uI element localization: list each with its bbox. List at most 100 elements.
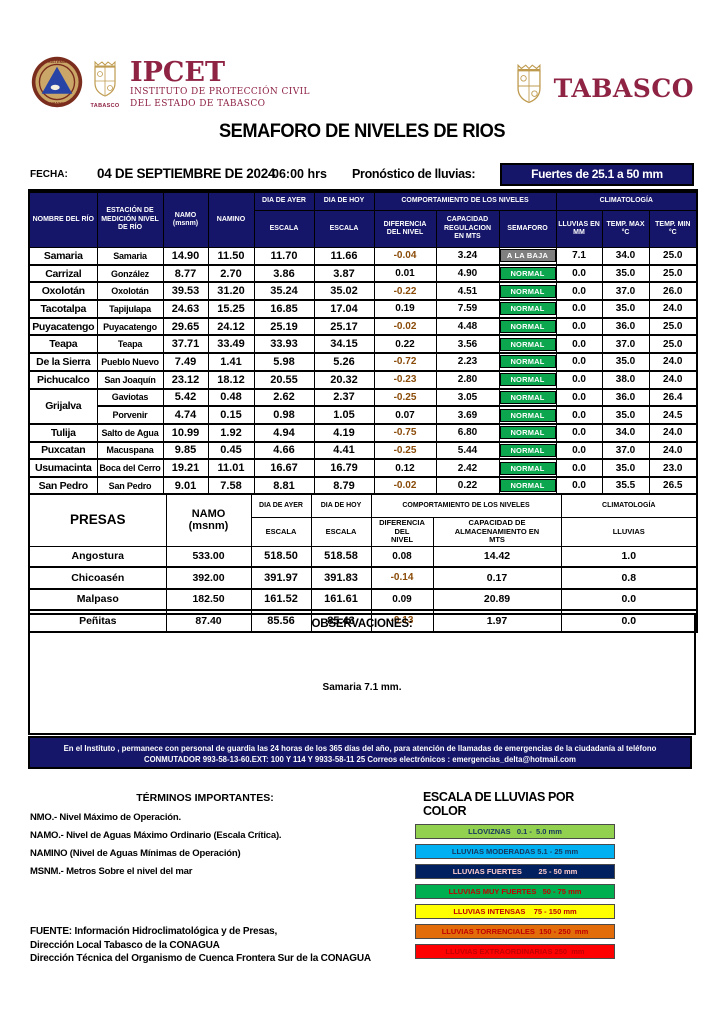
col-presas: PRESAS <box>28 493 167 547</box>
lluvia-mm-cell: 0.0 <box>555 352 603 372</box>
presa-row: Chicoasén 392.00 391.97 391.83 -0.14 0.17 0.8 <box>28 566 698 590</box>
temp-max-cell: 34.0 <box>601 423 650 443</box>
temp-max-cell: 37.0 <box>601 334 650 355</box>
presa-lluvia-cell: 0.0 <box>560 588 698 611</box>
temp-max-cell: 38.0 <box>601 370 650 390</box>
col-group-presa-climatologia: CLIMATOLOGÍA <box>560 493 698 518</box>
presa-capacidad-cell: 0.17 <box>432 566 562 590</box>
col-semaforo: SEMAFORO <box>498 210 557 248</box>
namo-cell: 9.01 <box>162 476 209 496</box>
namo-cell: 24.63 <box>162 299 209 319</box>
col-presa-dia-hoy: DIA DE HOY <box>310 493 372 518</box>
tabasco-wordmark: TABASCO <box>553 74 694 103</box>
diferencia-nivel-cell: -0.25 <box>373 441 437 461</box>
station-name-cell: Puyacatengo <box>96 317 164 337</box>
escala-hoy-cell: 20.32 <box>313 370 375 390</box>
river-row: San Pedro San Pedro 9.01 7.58 8.81 8.79 -0.02 0… <box>28 476 698 496</box>
escala-ayer-cell: 33.93 <box>253 334 315 355</box>
semaforo-cell: NORMAL <box>498 423 557 443</box>
temp-min-cell: 23.0 <box>648 458 698 478</box>
river-name-cell: Usumacinta <box>28 458 98 478</box>
presa-row: Angostura 533.00 518.50 518.58 0.08 14.42 1.0 <box>28 545 698 568</box>
escala-hoy-cell: 4.19 <box>313 423 375 443</box>
capacidad-regulacion-cell: 7.59 <box>435 299 500 319</box>
presa-escala-hoy-cell: 518.58 <box>310 545 372 568</box>
logos-row: SISTEMA TABASCO TABASCO IPCET INSTITUTO … <box>30 55 694 114</box>
hora-value: 06:00 hrs <box>272 167 327 181</box>
semaforo-cell: NORMAL <box>498 299 557 319</box>
river-row: Teapa Teapa 37.71 33.49 33.93 34.15 0.22 3.56 NO… <box>28 334 698 355</box>
river-name-cell: Puxcatan <box>28 441 98 461</box>
river-row: Oxolotán Oxolotán 39.53 31.20 35.24 35.02 -0.2… <box>28 281 698 302</box>
col-presa-namo: NAMO (msnm) <box>165 493 252 547</box>
presa-diferencia-cell: -0.14 <box>370 566 434 590</box>
semaforo-cell: A LA BAJA <box>498 246 557 266</box>
escala-ayer-cell: 20.55 <box>253 370 315 390</box>
semaforo-status-badge: NORMAL <box>499 408 556 422</box>
temp-min-cell: 25.0 <box>648 246 698 266</box>
capacidad-regulacion-cell: 3.05 <box>435 388 500 408</box>
temp-max-cell: 36.0 <box>601 317 650 337</box>
namo-cell: 39.53 <box>162 281 209 302</box>
presa-name-cell: Chicoasén <box>28 566 167 590</box>
diferencia-nivel-cell: -0.25 <box>373 388 437 408</box>
escala-lluvia-bar: LLUVIAS MODERADAS 5.1 - 25 mm <box>415 844 615 859</box>
escala-ayer-cell: 8.81 <box>253 476 315 496</box>
river-name-cell: Tulija <box>28 423 98 443</box>
escala-ayer-cell: 3.86 <box>253 264 315 284</box>
col-namo: NAMO (msnm) <box>162 190 209 248</box>
temp-min-cell: 24.0 <box>648 423 698 443</box>
namo-cell: 14.90 <box>162 246 209 266</box>
col-group-climatologia: CLIMATOLOGÍA <box>555 190 698 211</box>
semaforo-cell: NORMAL <box>498 476 557 496</box>
river-row: Carrizal González 8.77 2.70 3.86 3.87 0.01 4.90… <box>28 264 698 284</box>
observaciones-box: OBSERVACIONES: Samaria 7.1 mm. <box>28 613 696 735</box>
semaforo-status-badge: NORMAL <box>499 479 556 493</box>
lluvia-mm-cell: 0.0 <box>555 317 603 337</box>
presa-diferencia-cell: 0.09 <box>370 588 434 611</box>
col-dia-ayer: DIA DE AYER <box>253 190 315 211</box>
namino-cell: 31.20 <box>207 281 255 302</box>
namo-cell: 8.77 <box>162 264 209 284</box>
ipcet-subtitle-2: DEL ESTADO DE TABASCO <box>130 98 266 109</box>
temp-min-cell: 24.0 <box>648 299 698 319</box>
presas-table: PRESAS NAMO (msnm) DIA DE AYER DIA DE HO… <box>28 493 698 633</box>
observaciones-title: OBSERVACIONES: <box>311 618 413 630</box>
presa-escala-hoy-cell: 391.83 <box>310 566 372 590</box>
semaforo-cell: NORMAL <box>498 352 557 372</box>
diferencia-nivel-cell: -0.72 <box>373 352 437 372</box>
presa-row: Malpaso 182.50 161.52 161.61 0.09 20.89 0.0 <box>28 588 698 611</box>
semaforo-status-badge: NORMAL <box>499 443 556 457</box>
river-name-cell: Tacotalpa <box>28 299 98 319</box>
presas-table-body: Angostura 533.00 518.50 518.58 0.08 14.42 1.0 C… <box>28 545 698 633</box>
temp-max-cell: 37.0 <box>601 281 650 302</box>
temp-min-cell: 26.4 <box>648 388 698 408</box>
presa-capacidad-cell: 20.89 <box>432 588 562 611</box>
river-name-cell: Samaria <box>28 246 98 266</box>
presa-lluvia-cell: 1.0 <box>560 545 698 568</box>
station-name-cell: Pueblo Nuevo <box>96 352 164 372</box>
col-presa-escala-hoy: ESCALA <box>310 517 372 547</box>
capacidad-regulacion-cell: 4.90 <box>435 264 500 284</box>
temp-min-cell: 24.0 <box>648 370 698 390</box>
col-presa-diferencia: DIFERENCIA DEL NIVEL <box>370 517 434 547</box>
temp-max-cell: 37.0 <box>601 441 650 461</box>
temp-max-cell: 36.0 <box>601 388 650 408</box>
semaforo-cell: NORMAL <box>498 317 557 337</box>
col-estacion: ESTACIÓN DE MEDICIÓN NIVEL DE RÍO <box>96 190 164 248</box>
semaforo-cell: NORMAL <box>498 388 557 408</box>
date-row: FECHA: 04 DE SEPTIEMBRE DE 2024 06:00 hr… <box>0 163 724 187</box>
lluvia-mm-cell: 0.0 <box>555 405 603 425</box>
semaforo-cell: NORMAL <box>498 281 557 302</box>
station-name-cell: Tapijulapa <box>96 299 164 319</box>
crest-label: TABASCO <box>90 103 120 109</box>
presa-escala-ayer-cell: 391.97 <box>250 566 312 590</box>
lluvia-mm-cell: 0.0 <box>555 423 603 443</box>
rivers-table: NOMBRE DEL RÍO ESTACIÓN DE MEDICIÓN NIVE… <box>28 189 699 496</box>
presa-capacidad-cell: 1.97 <box>432 609 562 633</box>
escala-hoy-cell: 35.02 <box>313 281 375 302</box>
namino-cell: 2.70 <box>207 264 255 284</box>
river-row: Pichucalco San Joaquín 23.12 18.12 20.55 20.3… <box>28 370 698 390</box>
presa-namo-cell: 392.00 <box>165 566 252 590</box>
semaforo-status-badge: NORMAL <box>499 390 556 404</box>
